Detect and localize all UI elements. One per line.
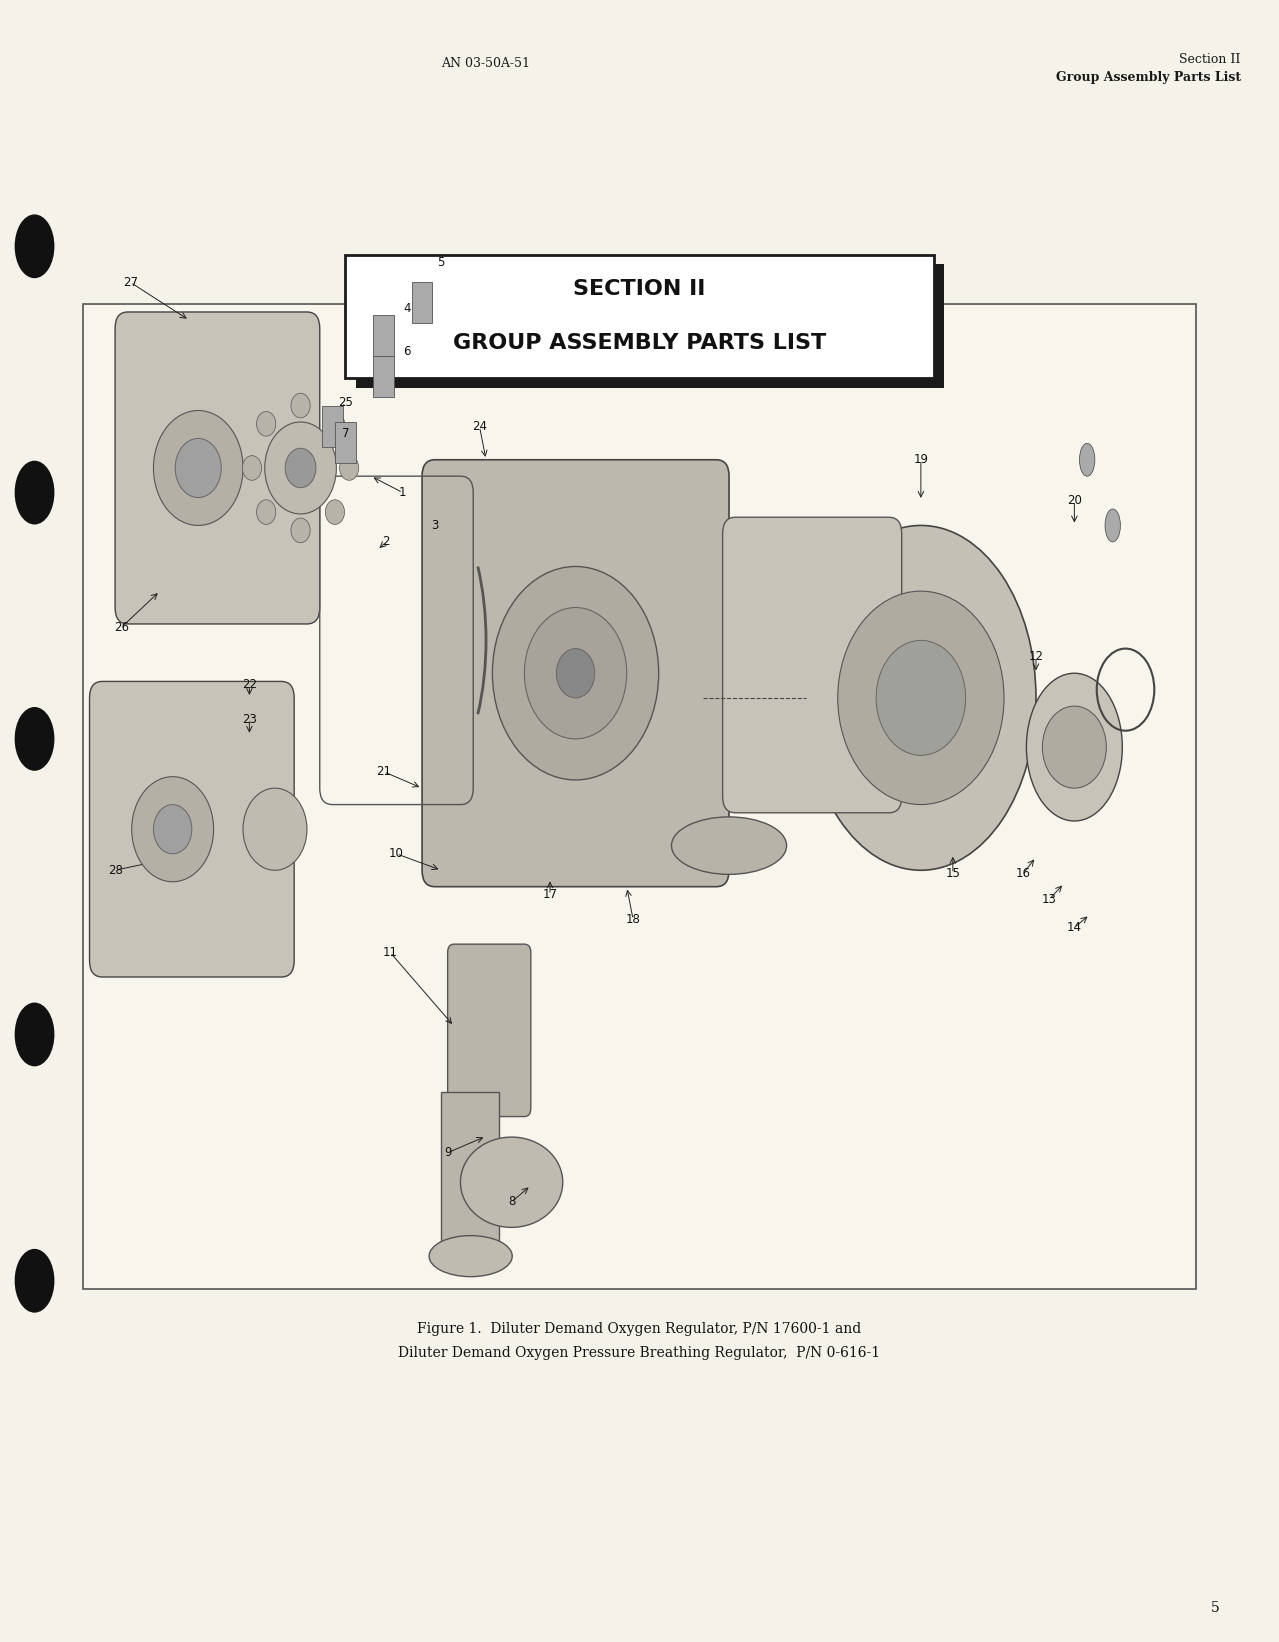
Text: 19: 19 [913, 453, 929, 466]
Ellipse shape [15, 1003, 54, 1066]
Ellipse shape [153, 805, 192, 854]
Text: GROUP ASSEMBLY PARTS LIST: GROUP ASSEMBLY PARTS LIST [453, 333, 826, 353]
Text: 11: 11 [382, 946, 398, 959]
Text: 12: 12 [1028, 650, 1044, 663]
Text: 15: 15 [945, 867, 961, 880]
Text: 20: 20 [1067, 494, 1082, 507]
Text: 9: 9 [444, 1146, 451, 1159]
Ellipse shape [15, 215, 54, 277]
Ellipse shape [876, 640, 966, 755]
Ellipse shape [524, 608, 627, 739]
Ellipse shape [1026, 673, 1122, 821]
Text: 27: 27 [123, 276, 138, 289]
Ellipse shape [1105, 509, 1120, 542]
Ellipse shape [257, 499, 276, 524]
Text: Diluter Demand Oxygen Pressure Breathing Regulator,  P/N 0-616-1: Diluter Demand Oxygen Pressure Breathing… [399, 1346, 880, 1361]
Ellipse shape [325, 412, 344, 437]
FancyBboxPatch shape [345, 255, 934, 378]
Ellipse shape [428, 1236, 512, 1277]
Text: 17: 17 [542, 888, 558, 901]
Text: 23: 23 [242, 713, 257, 726]
Text: 26: 26 [114, 621, 129, 634]
Bar [335, 422, 356, 463]
Ellipse shape [285, 448, 316, 488]
Ellipse shape [838, 591, 1004, 805]
Ellipse shape [339, 455, 358, 481]
Ellipse shape [290, 394, 310, 419]
Text: 22: 22 [242, 678, 257, 691]
Text: Group Assembly Parts List: Group Assembly Parts List [1055, 71, 1241, 84]
FancyBboxPatch shape [723, 517, 902, 813]
Text: 18: 18 [625, 913, 641, 926]
Text: 5: 5 [437, 256, 445, 269]
Text: Section II: Section II [1179, 53, 1241, 66]
Bar [373, 315, 394, 356]
Text: 4: 4 [403, 302, 411, 315]
Text: 21: 21 [376, 765, 391, 778]
Ellipse shape [806, 525, 1036, 870]
Ellipse shape [153, 410, 243, 525]
Ellipse shape [556, 649, 595, 698]
Text: 13: 13 [1041, 893, 1056, 906]
Text: 3: 3 [431, 519, 439, 532]
Ellipse shape [290, 519, 310, 544]
Ellipse shape [15, 1250, 54, 1312]
Ellipse shape [15, 461, 54, 524]
Ellipse shape [492, 566, 659, 780]
FancyBboxPatch shape [422, 460, 729, 887]
Ellipse shape [460, 1136, 563, 1228]
FancyBboxPatch shape [115, 312, 320, 624]
Text: 1: 1 [399, 486, 407, 499]
Bar [373, 356, 394, 397]
Ellipse shape [1079, 443, 1095, 476]
Bar [412, 282, 432, 323]
Text: SECTION II: SECTION II [573, 279, 706, 299]
Ellipse shape [1042, 706, 1106, 788]
Text: 16: 16 [1016, 867, 1031, 880]
Text: 24: 24 [472, 420, 487, 433]
Bar [322, 406, 343, 447]
Ellipse shape [257, 412, 276, 437]
Ellipse shape [671, 818, 787, 874]
Text: AN 03-50A-51: AN 03-50A-51 [441, 57, 531, 71]
Text: 28: 28 [107, 864, 123, 877]
Text: 25: 25 [338, 396, 353, 409]
FancyBboxPatch shape [90, 681, 294, 977]
Bar [83, 304, 1196, 1289]
Text: 2: 2 [382, 535, 390, 548]
Text: 7: 7 [341, 427, 349, 440]
Text: 8: 8 [508, 1195, 515, 1209]
Text: 5: 5 [1211, 1601, 1219, 1616]
Ellipse shape [325, 499, 344, 524]
Text: 14: 14 [1067, 921, 1082, 934]
Ellipse shape [132, 777, 214, 882]
Ellipse shape [242, 455, 261, 481]
Text: 10: 10 [389, 847, 404, 860]
Ellipse shape [15, 708, 54, 770]
Ellipse shape [243, 788, 307, 870]
FancyBboxPatch shape [448, 944, 531, 1117]
FancyBboxPatch shape [356, 264, 944, 388]
Text: 6: 6 [403, 345, 411, 358]
Ellipse shape [265, 422, 336, 514]
FancyBboxPatch shape [441, 1092, 499, 1248]
Ellipse shape [175, 438, 221, 498]
Text: Figure 1.  Diluter Demand Oxygen Regulator, P/N 17600-1 and: Figure 1. Diluter Demand Oxygen Regulato… [417, 1322, 862, 1337]
